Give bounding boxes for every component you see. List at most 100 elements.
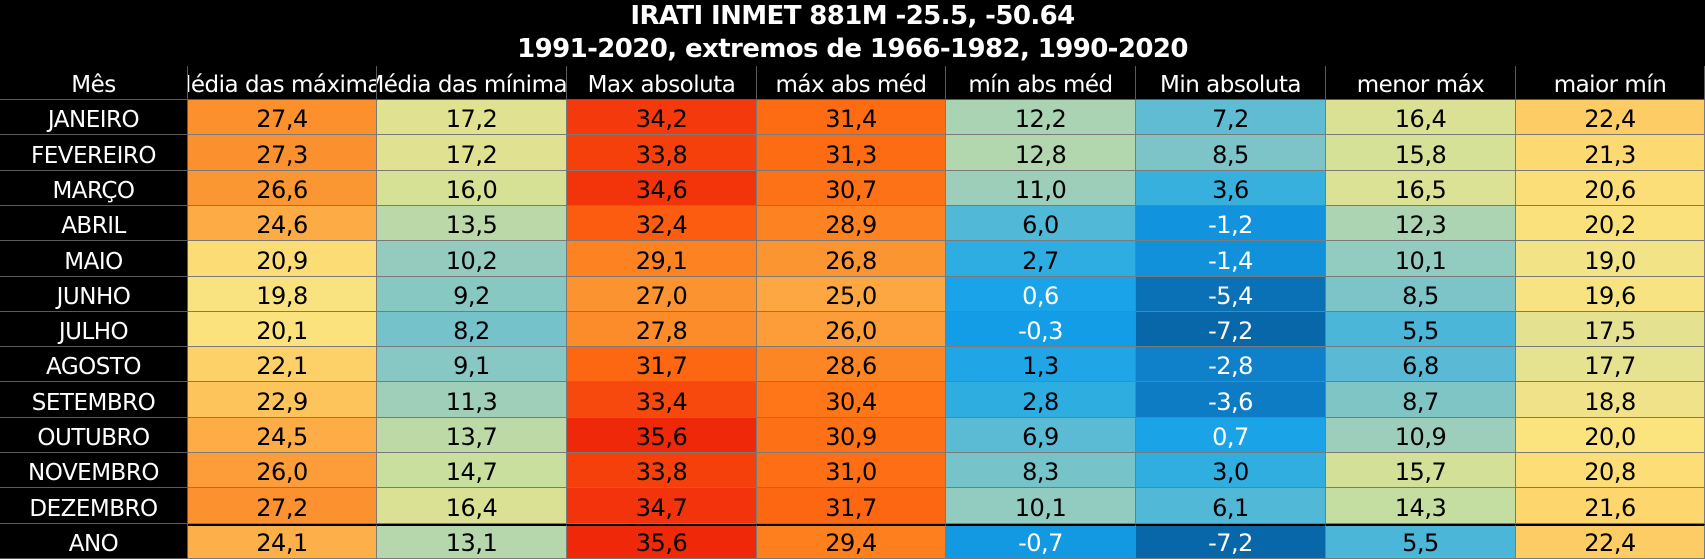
table-cell: 27,8 [567,312,757,347]
table-cell: 35,6 [567,418,757,453]
table-cell: -1,2 [1136,206,1326,241]
table-cell: 20,6 [1516,171,1705,206]
table-cell: 8,7 [1326,382,1516,418]
table-cell: 34,2 [567,100,757,135]
table-cell: 17,2 [377,100,567,135]
table-cell: 25,0 [757,277,946,312]
table-cell: 10,9 [1326,418,1516,453]
table-cell: 20,9 [188,241,377,277]
row-label: MAIO [0,241,188,277]
table-cell: 5,5 [1326,524,1516,559]
table-cell: 13,1 [377,524,567,559]
climate-table: MêsMédia das máximasMédia das mínimasMax… [0,66,1705,559]
table-cell: 19,6 [1516,277,1705,312]
table-cell: 30,7 [757,171,946,206]
table-cell: 16,4 [1326,100,1516,135]
table-cell: 31,0 [757,453,946,488]
table-cell: 17,7 [1516,347,1705,382]
table-cell: 10,1 [946,488,1136,524]
column-header: menor máx [1326,66,1516,100]
table-cell: 15,7 [1326,453,1516,488]
table-cell: -3,6 [1136,382,1326,418]
row-label: JANEIRO [0,100,188,135]
table-cell: 9,1 [377,347,567,382]
table-cell: 26,6 [188,171,377,206]
table-cell: 10,2 [377,241,567,277]
table-cell: 26,8 [757,241,946,277]
table-cell: 26,0 [757,312,946,347]
table-cell: 29,4 [757,524,946,559]
table-cell: -7,2 [1136,312,1326,347]
table-cell: 20,8 [1516,453,1705,488]
table-cell: 8,5 [1326,277,1516,312]
table-cell: 27,2 [188,488,377,524]
row-label: ANO [0,524,188,559]
table-cell: 12,2 [946,100,1136,135]
table-cell: 3,6 [1136,171,1326,206]
table-cell: 33,4 [567,382,757,418]
table-cell: 22,1 [188,347,377,382]
table-cell: 6,1 [1136,488,1326,524]
column-header: máx abs méd [757,66,946,100]
table-cell: 27,0 [567,277,757,312]
table-cell: 22,9 [188,382,377,418]
table-cell: 12,3 [1326,206,1516,241]
chart-title-block: IRATI INMET 881M -25.5, -50.64 1991-2020… [0,0,1705,66]
column-header: Média das mínimas [377,66,567,100]
table-cell: 18,8 [1516,382,1705,418]
table-cell: 19,0 [1516,241,1705,277]
row-label: SETEMBRO [0,382,188,418]
table-cell: 31,4 [757,100,946,135]
table-cell: -5,4 [1136,277,1326,312]
table-cell: 10,1 [1326,241,1516,277]
table-cell: 17,5 [1516,312,1705,347]
table-cell: 13,5 [377,206,567,241]
table-cell: 22,4 [1516,100,1705,135]
table-cell: 27,4 [188,100,377,135]
table-cell: 31,7 [567,347,757,382]
table-cell: 22,4 [1516,524,1705,559]
table-cell: 32,4 [567,206,757,241]
table-cell: -2,8 [1136,347,1326,382]
table-cell: 35,6 [567,524,757,559]
table-cell: 13,7 [377,418,567,453]
table-cell: 12,8 [946,135,1136,171]
column-header: Max absoluta [567,66,757,100]
table-cell: 9,2 [377,277,567,312]
table-cell: 1,3 [946,347,1136,382]
table-cell: 8,3 [946,453,1136,488]
table-cell: 15,8 [1326,135,1516,171]
table-cell: 26,0 [188,453,377,488]
row-label: JULHO [0,312,188,347]
table-cell: 19,8 [188,277,377,312]
row-label: JUNHO [0,277,188,312]
chart-subtitle: 1991-2020, extremos de 1966-1982, 1990-2… [517,34,1188,64]
row-label: ABRIL [0,206,188,241]
table-cell: 14,3 [1326,488,1516,524]
table-cell: 20,1 [188,312,377,347]
table-cell: 0,6 [946,277,1136,312]
row-label: AGOSTO [0,347,188,382]
row-label: NOVEMBRO [0,453,188,488]
table-cell: 2,7 [946,241,1136,277]
table-cell: 21,3 [1516,135,1705,171]
table-cell: 20,2 [1516,206,1705,241]
table-cell: -1,4 [1136,241,1326,277]
table-cell: 11,0 [946,171,1136,206]
table-cell: 6,8 [1326,347,1516,382]
table-cell: 14,7 [377,453,567,488]
table-cell: 7,2 [1136,100,1326,135]
table-cell: 11,3 [377,382,567,418]
table-cell: 16,5 [1326,171,1516,206]
row-label: DEZEMBRO [0,488,188,524]
table-cell: 33,8 [567,453,757,488]
table-cell: -0,3 [946,312,1136,347]
table-cell: 6,0 [946,206,1136,241]
column-header: Média das máximas [188,66,377,100]
table-cell: 34,6 [567,171,757,206]
table-cell: 8,5 [1136,135,1326,171]
table-cell: 29,1 [567,241,757,277]
table-cell: 31,7 [757,488,946,524]
table-cell: 0,7 [1136,418,1326,453]
table-cell: 3,0 [1136,453,1326,488]
